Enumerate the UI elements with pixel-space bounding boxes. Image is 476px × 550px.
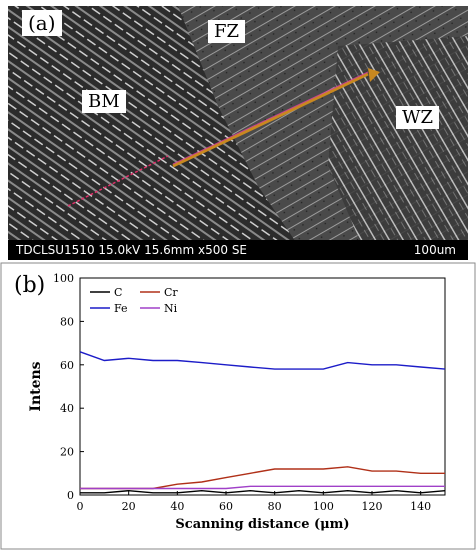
series-line-ni bbox=[80, 485, 445, 490]
y-tick-label: 0 bbox=[67, 489, 74, 502]
axis-ticks: 0 20 40 60 80 100 120 140 0 20 40 60 80 100 bbox=[53, 272, 431, 513]
legend-label-cr: Cr bbox=[164, 286, 178, 299]
legend-label-fe: Fe bbox=[114, 302, 128, 315]
x-tick-label: 20 bbox=[122, 500, 136, 513]
x-tick-label: 100 bbox=[313, 500, 334, 513]
y-tick-label: 40 bbox=[60, 402, 74, 415]
series-line-c bbox=[80, 489, 446, 494]
sem-image bbox=[8, 6, 468, 260]
line-chart: (b) 0 20 40 60 80 100 120 140 0 20 40 60 80 100 C Cr Fe… bbox=[0, 262, 476, 550]
panel-a-label: (a) bbox=[22, 10, 62, 36]
region-label-bm: BM bbox=[82, 90, 126, 113]
x-tick-label: 140 bbox=[410, 500, 431, 513]
plot-area bbox=[79, 277, 446, 496]
series-group bbox=[79, 351, 446, 494]
legend: C Cr Fe Ni bbox=[90, 286, 178, 315]
region-label-fz: FZ bbox=[208, 20, 245, 43]
legend-label-ni: Ni bbox=[164, 302, 178, 315]
sem-scale-text: 100um bbox=[413, 243, 456, 257]
x-tick-label: 40 bbox=[170, 500, 184, 513]
sem-info-bar: TDCLSU1510 15.0kV 15.6mm x500 SE 100um bbox=[8, 240, 468, 260]
x-tick-label: 0 bbox=[77, 500, 84, 513]
panel-b-label: (b) bbox=[14, 273, 45, 298]
plot-border bbox=[79, 277, 446, 496]
sem-info-text: TDCLSU1510 15.0kV 15.6mm x500 SE bbox=[16, 243, 248, 257]
x-tick-label: 80 bbox=[268, 500, 282, 513]
sem-micrograph: (a) BM FZ WZ TDCLSU1510 15.0kV 15.6mm x5… bbox=[8, 6, 468, 260]
y-axis-label: Intens bbox=[28, 361, 44, 411]
x-tick-label: 120 bbox=[362, 500, 383, 513]
y-tick-label: 100 bbox=[53, 272, 74, 285]
x-tick-label: 60 bbox=[219, 500, 233, 513]
legend-label-c: C bbox=[114, 286, 122, 299]
y-tick-label: 60 bbox=[60, 359, 74, 372]
y-tick-label: 80 bbox=[60, 315, 74, 328]
y-tick-label: 20 bbox=[60, 446, 74, 459]
series-line-fe bbox=[79, 351, 446, 370]
x-axis-label: Scanning distance (μm) bbox=[175, 517, 349, 532]
region-label-wz: WZ bbox=[396, 106, 440, 129]
